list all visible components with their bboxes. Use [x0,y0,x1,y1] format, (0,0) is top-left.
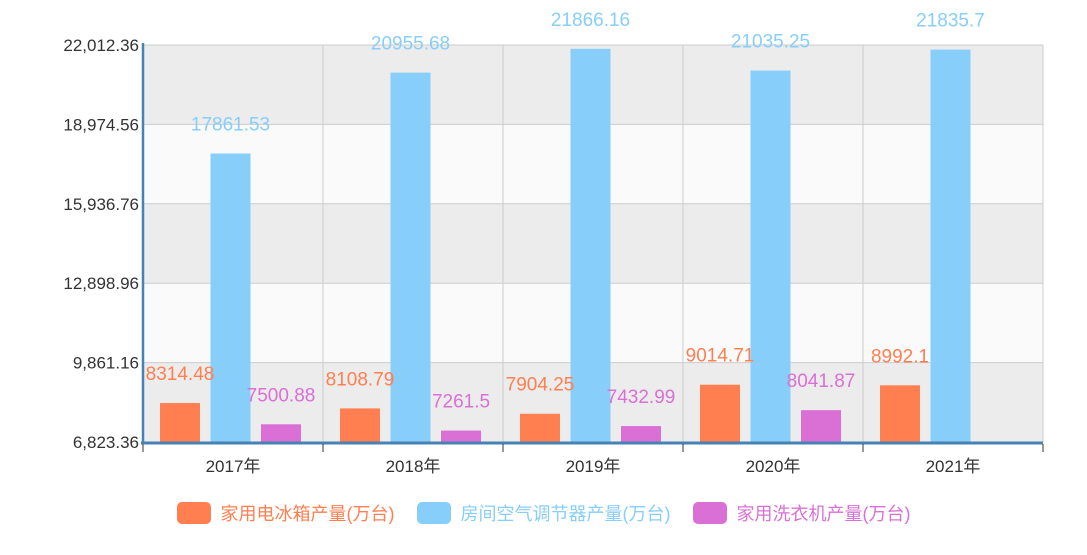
legend-swatch [416,502,451,524]
bar [520,413,560,442]
bar [340,408,380,442]
bar [570,48,611,442]
bar-chart: 6,823.36 9,861.16 12,898.96 15,936.76 18,974… [63,10,1044,476]
legend-item[interactable]: 房间空气调节器产量(万台) [416,500,671,526]
bar [160,403,200,442]
data-label: 17861.53 [191,114,270,135]
data-label: 7500.88 [247,385,316,406]
legend-item[interactable]: 家用电冰箱产量(万台) [176,500,395,526]
legend-label: 家用电冰箱产量(万台) [220,504,395,524]
data-label: 7904.25 [506,375,575,396]
y-tick-label: 18,974.56 [63,115,139,134]
legend-swatch [692,502,727,524]
data-label: 21866.16 [551,10,630,31]
data-label: 20955.68 [371,34,450,55]
bar [801,410,841,442]
x-tick-label: 2020年 [746,457,801,476]
legend-swatch [176,502,211,524]
data-label: 8041.87 [787,371,856,392]
x-tick-label: 2018年 [386,457,441,476]
y-tick-label: 12,898.96 [63,274,139,293]
bar [880,385,920,442]
data-label: 8314.48 [146,364,215,385]
y-tick-label: 15,936.76 [63,195,139,214]
legend-item[interactable]: 家用洗衣机产量(万台) [692,500,911,526]
y-tick-label: 6,823.36 [73,433,139,452]
data-label: 7432.99 [607,387,676,408]
data-label: 7261.5 [432,392,490,413]
y-tick-label: 9,861.16 [73,354,139,373]
x-tick-label: 2021年 [926,457,981,476]
bar [750,70,791,442]
x-tick-label: 2019年 [566,457,621,476]
bar [441,430,481,442]
y-tick-label: 22,012.36 [63,36,139,55]
x-tick-label: 2017年 [206,457,261,476]
bar [621,426,661,442]
data-label: 21035.25 [731,32,810,53]
data-label: 21835.7 [916,11,985,32]
data-label: 8992.1 [871,346,929,367]
bar [210,153,251,442]
chart-legend: 家用电冰箱产量(万台) 房间空气调节器产量(万台) 家用洗衣机产量(万台) [0,500,1087,526]
legend-label: 家用洗衣机产量(万台) [736,504,911,524]
data-label: 9014.71 [686,346,755,367]
bar [390,72,431,442]
legend-label: 房间空气调节器产量(万台) [460,504,671,524]
bar [261,424,301,442]
bar [700,384,740,442]
bar [930,49,971,442]
data-label: 8108.79 [326,369,395,390]
